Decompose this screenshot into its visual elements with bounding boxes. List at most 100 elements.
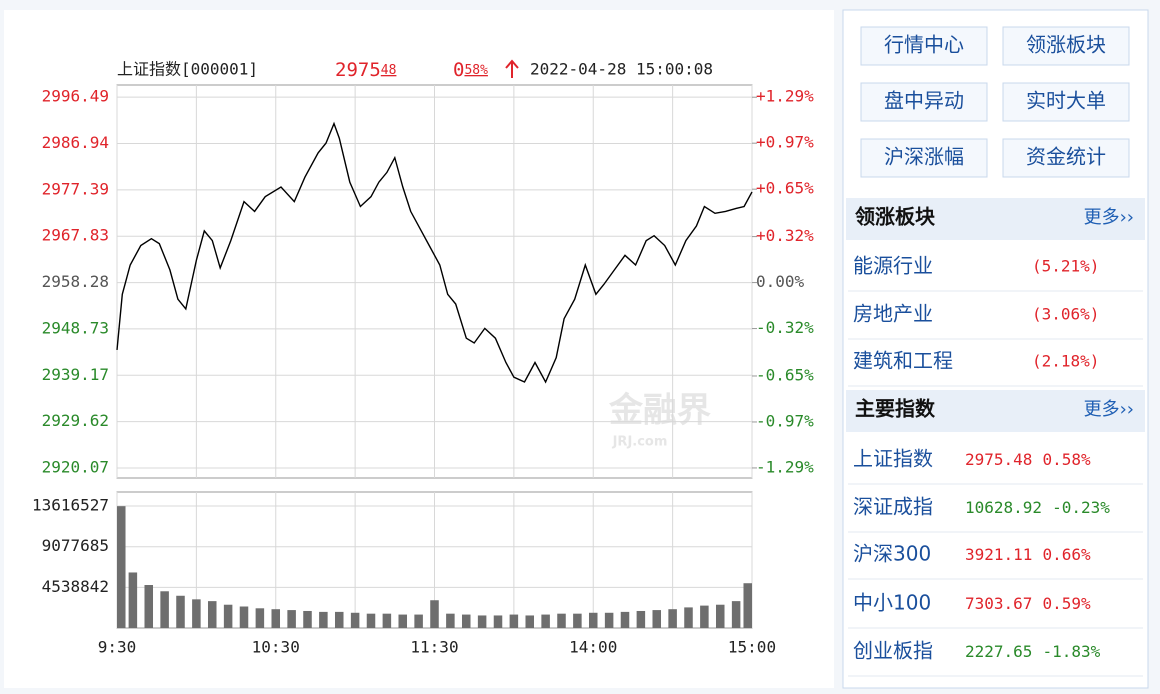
price-dec: 48 [381,63,397,78]
volume-bar [366,613,376,628]
volume-bar [287,610,296,628]
up-arrow [505,59,519,78]
volume-bar [192,599,201,628]
row-name[interactable]: 能源行业 [853,254,933,278]
row-pct: (3.06%) [1032,305,1099,324]
volume-bar [509,614,519,628]
volume-bar [700,605,709,628]
row-value: 2227.65 [965,642,1032,661]
nav-button-label[interactable]: 沪深涨幅 [884,145,964,169]
y-tick-label: 2967.83 [42,226,109,245]
volume-bar [255,608,265,628]
more-link[interactable]: 更多›› [1084,207,1134,228]
chart-panel [4,10,834,688]
volume-bar [684,607,693,628]
row-pct: 0.58% [1042,450,1091,469]
y2-tick-label: +1.29% [756,87,814,106]
x-tick-label: 11:30 [410,638,458,657]
row-values: 3921.11 0.66% [965,545,1091,564]
nav-button[interactable] [1002,82,1130,122]
nav-button-label[interactable]: 领涨板块 [1026,33,1106,57]
row-pct: (5.21%) [1032,257,1099,276]
volume-bar [715,604,725,628]
volume-bar [398,614,408,628]
row-name[interactable]: 中小100 [853,591,931,615]
volume-bar [303,610,312,628]
volume-bar [160,591,169,628]
volume-bar [223,604,233,628]
row-name[interactable]: 上证指数 [853,447,933,471]
row-value: 10628.92 [965,498,1042,517]
volume-bar [239,606,249,628]
volume-bar [541,614,550,628]
volume-bar [477,615,487,628]
row-name[interactable]: 深证成指 [853,495,933,519]
row-pct: -1.83% [1042,642,1100,661]
x-tick-label: 10:30 [252,638,300,657]
volume-bar [430,600,439,628]
more-link[interactable]: 更多›› [1084,399,1134,420]
nav-button-label[interactable]: 资金统计 [1026,145,1106,169]
y2-tick-label: -0.97% [756,411,814,430]
y2-tick-label: +0.65% [756,179,814,198]
y-tick-label: 2996.49 [42,87,109,106]
y2-tick-label: 0.00% [756,272,805,291]
y-tick-label: 2948.73 [42,318,109,337]
volume-bar [636,610,646,628]
volume-bar [382,613,392,628]
volume-bar [350,612,360,628]
nav-button-label[interactable]: 实时大单 [1026,89,1106,113]
nav-button[interactable] [1002,26,1130,66]
pct-int: 0 [453,59,464,81]
row-values: 2227.65 -1.83% [965,642,1101,661]
nav-button[interactable] [1002,138,1130,178]
row-pct: (2.18%) [1032,352,1099,371]
volume-bar [334,611,344,628]
y-tick-label: 2977.39 [42,179,109,198]
volume-bar [668,609,677,628]
volume-bar [731,601,741,628]
volume-bar [271,609,281,628]
volume-bar [604,612,614,628]
section-band [846,198,1145,240]
watermark-site: JRJ.com [612,435,668,450]
y2-tick-label: -0.32% [756,318,814,337]
y2-tick-label: +0.97% [756,133,814,152]
x-tick-label: 14:00 [569,638,617,657]
volume-bar [117,506,126,628]
nav-button[interactable] [860,138,988,178]
row-values: 7303.67 0.59% [965,594,1091,613]
row-name[interactable]: 建筑和工程 [853,349,953,373]
section-band [846,390,1145,432]
section-title: 领涨板块 [855,205,936,229]
nav-button[interactable] [860,26,988,66]
pct: 058% [453,59,488,81]
row-name[interactable]: 创业板指 [853,639,933,663]
volume-bar [207,601,217,628]
price: 297548 [335,59,396,81]
y2-tick-label: +0.32% [756,226,814,245]
nav-button[interactable] [860,82,988,122]
nav-button-label[interactable]: 行情中心 [884,33,964,57]
x-tick-label: 9:30 [98,638,137,657]
timestamp: 2022-04-28 15:00:08 [530,60,713,79]
row-value: 3921.11 [965,545,1032,564]
nav-button-label[interactable]: 盘中异动 [884,89,964,113]
y2-tick-label: -0.65% [756,365,814,384]
watermark-brand: 金融界 [608,391,711,431]
row-name[interactable]: 沪深300 [853,542,931,566]
y-tick-label: 2929.62 [42,411,109,430]
row-value: 2975.48 [965,450,1032,469]
row-pct: 0.59% [1042,594,1091,613]
volume-bar [414,614,423,628]
y2-tick-label: -1.29% [756,457,814,476]
y-tick-label: 2958.28 [42,272,109,291]
x-tick-label: 15:00 [728,638,776,657]
volume-bar [319,611,328,628]
row-value: 7303.67 [965,594,1032,613]
y-tick-label: 2986.94 [42,133,109,152]
volume-bar [557,613,566,628]
row-name[interactable]: 房地产业 [853,302,933,326]
volume-bar [588,612,598,628]
